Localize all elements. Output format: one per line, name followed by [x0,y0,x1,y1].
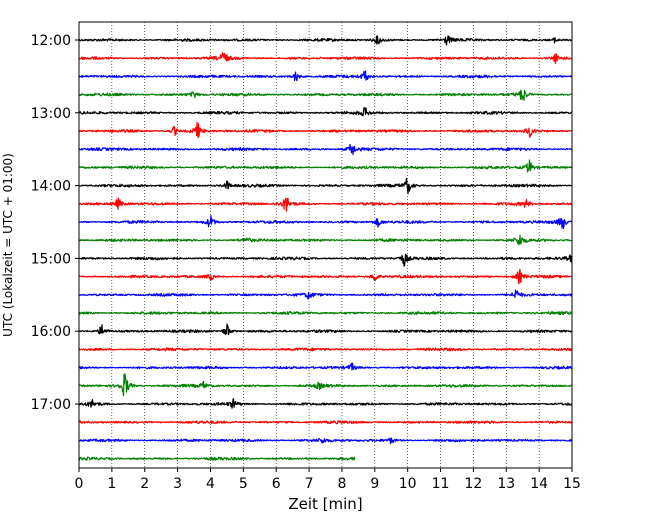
seismic-trace [78,311,573,316]
seismic-trace [78,52,573,64]
x-tick-label: 13 [497,476,515,492]
plot-frame [78,21,573,469]
seismic-trace [78,289,573,300]
seismic-trace [78,89,573,101]
x-tick-label: 7 [305,476,314,492]
seismic-trace [78,373,573,397]
x-axis-label: Zeit [min] [288,495,362,513]
seismic-trace [78,362,573,371]
y-tick-label: 14:00 [31,179,71,195]
x-tick-label: 11 [432,476,450,492]
seismic-trace [78,456,356,461]
x-tick-label: 14 [530,476,548,492]
seismic-trace [78,197,573,212]
seismic-trace [78,420,573,425]
x-tick-label: 10 [399,476,417,492]
y-tick-label: 12:00 [31,33,71,49]
x-tick-label: 5 [239,476,248,492]
vertical-grid [111,22,540,468]
x-tick-label: 15 [563,476,581,492]
x-tick-label: 1 [107,476,116,492]
seismic-trace [78,234,573,246]
seismic-trace [78,121,573,139]
seismic-trace [78,143,573,156]
y-tick-label: 13:00 [31,106,71,122]
y-tick-label: 15:00 [31,251,71,267]
seismic-trace [78,159,573,173]
trace-lines [78,35,573,461]
seismic-trace [78,70,573,82]
seismic-trace [78,177,573,195]
seismic-trace [78,35,573,46]
seismic-trace [78,323,573,336]
y-axis-ticks: 12:00 13:00 14:00 15:00 16:00 17:00 [31,33,79,413]
y-tick-label: 16:00 [31,324,71,340]
seismic-trace [78,398,573,409]
y-axis-label: UTC (Lokalzeit = UTC + 01:00) [1,153,15,337]
seismic-trace [78,253,573,267]
seismic-trace [78,347,573,352]
x-tick-label: 12 [464,476,482,492]
x-axis-ticks: 0 1 2 3 4 5 6 7 8 9 10 11 12 13 14 15 [75,468,581,492]
x-tick-label: 2 [140,476,149,492]
y-tick-label: 17:00 [31,397,71,413]
x-tick-label: 4 [206,476,215,492]
x-tick-label: 0 [75,476,84,492]
seismic-trace [78,437,573,445]
seismic-trace [78,268,573,285]
x-tick-label: 9 [370,476,379,492]
x-tick-label: 6 [272,476,281,492]
seismic-trace [78,214,573,230]
seismic-trace [78,107,573,117]
x-tick-label: 8 [337,476,346,492]
x-tick-label: 3 [173,476,182,492]
